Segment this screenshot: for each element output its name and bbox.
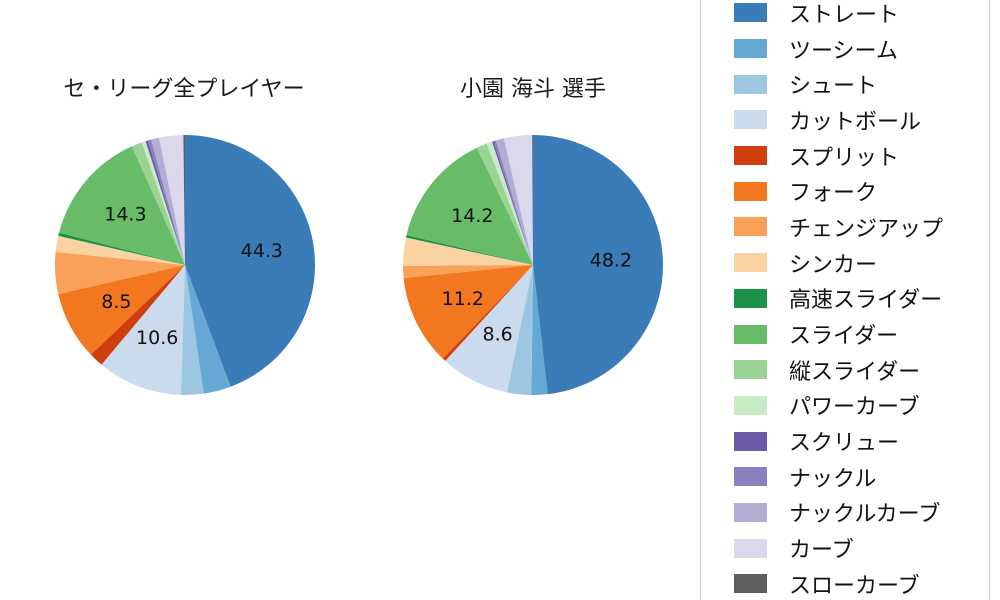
legend-item-4: スプリット [734,138,989,174]
legend-swatch [734,217,767,237]
legend-swatch [734,253,767,273]
legend-label: パワーカーブ [789,395,920,421]
pie-slice-13 [147,139,185,265]
pie-slice-7 [402,237,533,266]
legend-swatch [734,395,767,415]
legend-swatch [734,360,767,380]
pie-chart-player: 48.2 8.6 11.2 14.2 [402,134,664,396]
legend-item-14: ナックルカーブ [734,495,989,531]
pie-value-label: 14.3 [104,204,146,226]
chart-title-player: 小園 海斗 選手 [460,77,606,102]
pie-slice-9 [59,146,185,265]
legend-item-16: スローカーブ [734,566,989,600]
legend-swatch [734,538,767,558]
legend-swatch [734,110,767,130]
legend-label: ストレート [789,2,900,28]
legend-item-9: スライダー [734,316,989,352]
legend-item-3: カットボール [734,102,989,138]
pie-slice-12 [145,140,185,265]
legend-swatch [734,467,767,487]
legend-item-5: フォーク [734,173,989,209]
pie-slice-8 [405,235,533,265]
pie-slice-10 [131,142,185,265]
pie-slice-0 [533,135,664,395]
legend-label: ナックル [789,466,877,492]
legend-item-2: シュート [734,66,989,102]
legend-label: スクリュー [789,431,900,457]
legend-label: スプリット [789,145,900,171]
pie-slice-10 [476,143,533,265]
legend-item-0: ストレート [734,0,989,31]
pie-slice-4 [90,265,185,365]
pie-slice-3 [101,265,185,395]
pie-slice-9 [406,147,533,265]
pie-slice-14 [495,138,533,265]
pie-value-label: 11.2 [442,288,484,310]
legend-label: スライダー [789,324,899,350]
legend-item-11: パワーカーブ [734,388,989,424]
pie-slice-15 [159,135,185,265]
legend-swatch [734,324,767,344]
pie-slice-0 [185,135,315,387]
legend-label: 高速スライダー [789,288,943,314]
pie-value-label: 48.2 [590,250,632,272]
pie-slice-6 [55,251,185,295]
pie-value-label: 10.6 [136,327,178,349]
legend-swatch [734,74,767,94]
legend-swatch [734,39,767,59]
legend-label: スローカーブ [789,573,920,599]
legend-label: ツーシーム [789,38,898,64]
legend-item-7: シンカー [734,245,989,281]
pie-slice-5 [58,265,186,355]
pie-slice-13 [493,140,533,265]
legend-label: チェンジアップ [789,216,944,242]
legend-item-13: ナックル [734,459,989,495]
legend-item-10: 縦スライダー [734,352,989,388]
pie-slice-4 [442,265,533,361]
legend-item-15: カーブ [734,530,989,566]
pie-value-label: 44.3 [241,240,283,262]
legend-label: ナックルカーブ [789,502,941,528]
pie-slice-2 [507,265,533,395]
pie-slice-1 [185,265,231,394]
legend-swatch [734,502,767,522]
pie-slice-8 [58,232,186,265]
pie-chart-league: 44.3 10.68.5 14.3 [55,135,315,396]
legend-label: シンカー [789,252,878,278]
legend-item-8: 高速スライダー [734,281,989,317]
pie-slice-11 [486,141,533,265]
legend: ストレートツーシームシュートカットボール スプリットフォークチェンジアップ シンカー… [700,0,990,600]
legend-swatch [734,3,767,23]
pie-slice-11 [141,141,185,265]
legend-label: フォーク [789,181,878,207]
pie-slice-5 [403,265,533,359]
pie-slice-15 [503,135,533,265]
legend-swatch [734,146,767,166]
legend-label: カーブ [789,538,854,564]
pie-slice-7 [55,235,185,265]
pie-slice-1 [531,265,548,396]
legend-label: 縦スライダー [789,359,921,385]
chart-title-league: セ・リーグ全プレイヤー [63,77,305,102]
pie-value-label: 8.6 [482,324,512,346]
pie-slice-3 [445,265,533,393]
legend-item-1: ツーシーム [734,31,989,67]
legend-swatch [734,288,767,308]
pie-value-label: 14.2 [451,205,493,227]
pie-value-label: 8.5 [101,291,131,313]
pie-slice-2 [180,265,204,396]
pie-slice-16 [183,135,185,265]
pie-slice-12 [492,141,533,265]
legend-swatch [734,574,767,594]
legend-item-12: スクリュー [734,423,989,459]
legend-swatch [734,181,767,201]
pie-slice-14 [151,137,185,265]
legend-swatch [734,431,767,451]
legend-label: カットボール [789,109,922,135]
legend-label: シュート [789,74,878,100]
pie-slice-6 [403,265,533,279]
legend-item-6: チェンジアップ [734,209,989,245]
